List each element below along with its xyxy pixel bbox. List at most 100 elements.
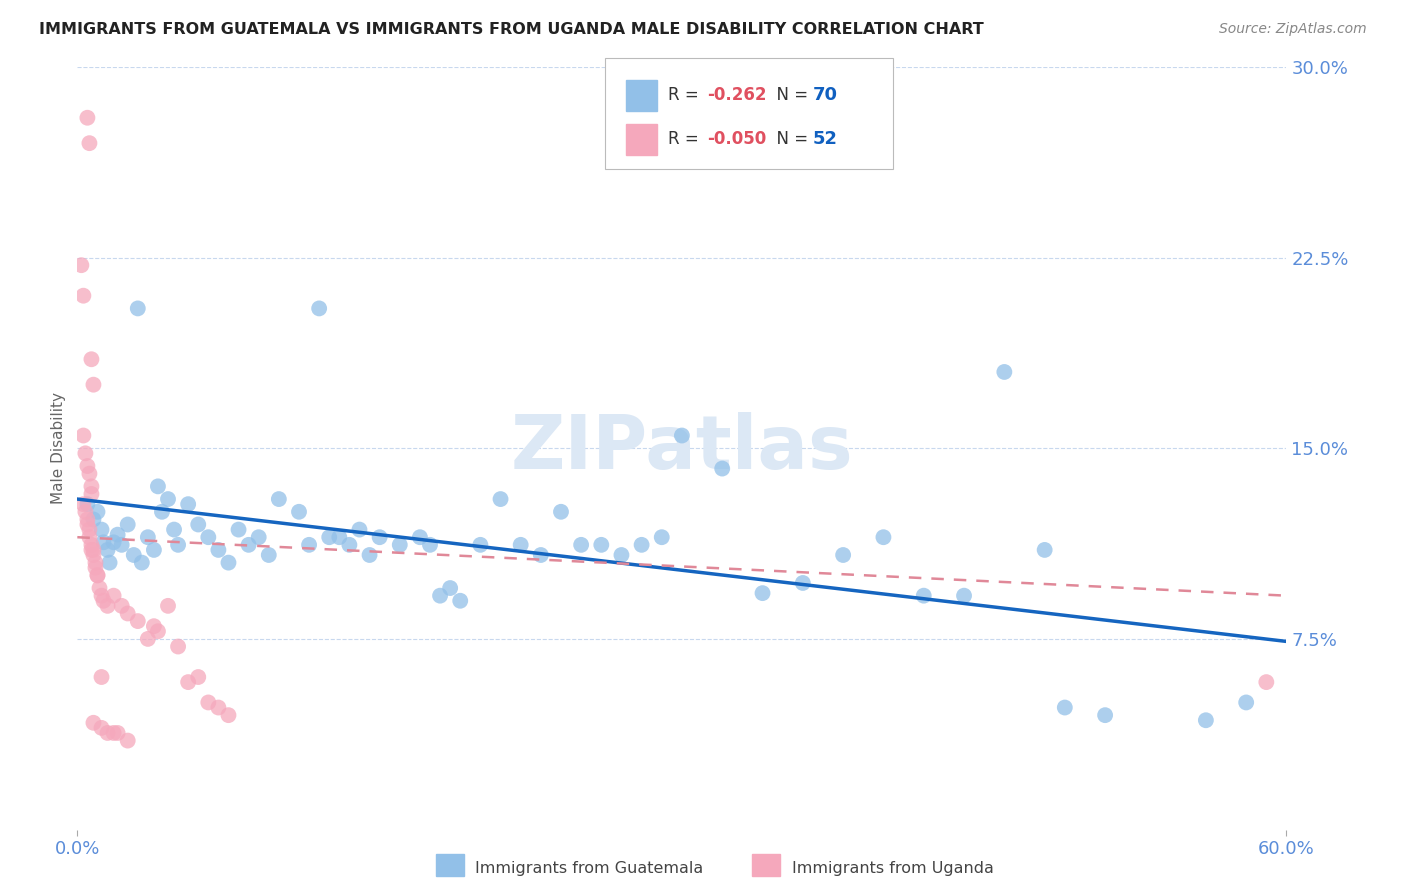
Point	[671, 428, 693, 442]
Point	[167, 538, 190, 552]
Point	[318, 530, 340, 544]
Point	[80, 538, 103, 552]
Point	[82, 542, 104, 557]
Point	[792, 576, 814, 591]
Point	[832, 548, 855, 562]
Point	[146, 479, 169, 493]
Point	[82, 715, 104, 730]
Point	[610, 548, 633, 562]
Point	[146, 624, 169, 639]
Point	[79, 523, 101, 537]
Point	[107, 726, 129, 740]
Point	[197, 695, 219, 709]
Point	[89, 581, 111, 595]
Point	[187, 517, 209, 532]
Point	[76, 512, 98, 526]
Point	[72, 497, 94, 511]
Point	[1094, 708, 1116, 723]
Point	[218, 708, 240, 723]
Text: 52: 52	[813, 130, 838, 148]
Point	[359, 548, 381, 562]
Point	[711, 461, 734, 475]
Text: -0.262: -0.262	[707, 87, 766, 104]
Y-axis label: Male Disability: Male Disability	[51, 392, 66, 504]
Point	[238, 538, 260, 552]
Point	[651, 530, 673, 544]
Point	[82, 377, 104, 392]
Point	[630, 538, 652, 552]
Text: IMMIGRANTS FROM GUATEMALA VS IMMIGRANTS FROM UGANDA MALE DISABILITY CORRELATION : IMMIGRANTS FROM GUATEMALA VS IMMIGRANTS …	[39, 22, 984, 37]
Point	[90, 523, 112, 537]
Point	[409, 530, 432, 544]
Point	[96, 726, 118, 740]
Point	[530, 548, 553, 562]
Text: 70: 70	[813, 87, 838, 104]
Point	[429, 589, 451, 603]
Point	[111, 538, 134, 552]
Point	[298, 538, 321, 552]
Point	[247, 530, 270, 544]
Point	[136, 530, 159, 544]
Point	[136, 632, 159, 646]
Point	[82, 548, 104, 562]
Point	[218, 556, 240, 570]
Point	[93, 535, 115, 549]
Point	[80, 352, 103, 367]
Point	[150, 505, 173, 519]
Text: R =: R =	[668, 130, 704, 148]
Point	[93, 594, 115, 608]
Point	[82, 512, 104, 526]
Text: N =: N =	[766, 87, 814, 104]
Point	[72, 289, 94, 303]
Text: N =: N =	[766, 130, 814, 148]
Text: Immigrants from Guatemala: Immigrants from Guatemala	[475, 862, 703, 876]
Point	[142, 542, 165, 557]
Point	[267, 491, 290, 506]
Point	[76, 497, 98, 511]
Point	[368, 530, 391, 544]
Point	[131, 556, 153, 570]
Point	[96, 542, 118, 557]
Point	[90, 721, 112, 735]
Point	[117, 517, 139, 532]
Text: R =: R =	[668, 87, 704, 104]
Point	[1195, 713, 1218, 727]
Point	[449, 594, 471, 608]
Point	[70, 258, 93, 272]
Point	[79, 530, 101, 544]
Point	[308, 301, 330, 316]
Point	[439, 581, 461, 595]
Point	[228, 523, 250, 537]
Point	[103, 535, 125, 549]
Point	[1033, 542, 1056, 557]
Point	[328, 530, 350, 544]
Point	[103, 726, 125, 740]
Point	[912, 589, 935, 603]
Text: Immigrants from Uganda: Immigrants from Uganda	[792, 862, 994, 876]
Point	[509, 538, 531, 552]
Text: ZIPatlas: ZIPatlas	[510, 412, 853, 484]
Point	[157, 599, 180, 613]
Point	[489, 491, 512, 506]
Point	[349, 523, 371, 537]
Point	[84, 556, 107, 570]
Point	[117, 733, 139, 747]
Point	[550, 505, 572, 519]
Point	[86, 505, 108, 519]
Point	[127, 614, 149, 628]
Point	[591, 538, 613, 552]
Point	[993, 365, 1015, 379]
Point	[96, 599, 118, 613]
Point	[419, 538, 441, 552]
Point	[1256, 675, 1278, 690]
Point	[103, 589, 125, 603]
Point	[751, 586, 773, 600]
Point	[167, 640, 190, 654]
Point	[388, 538, 411, 552]
Point	[90, 670, 112, 684]
Point	[163, 523, 186, 537]
Point	[72, 428, 94, 442]
Point	[98, 556, 121, 570]
Point	[122, 548, 145, 562]
Point	[953, 589, 976, 603]
